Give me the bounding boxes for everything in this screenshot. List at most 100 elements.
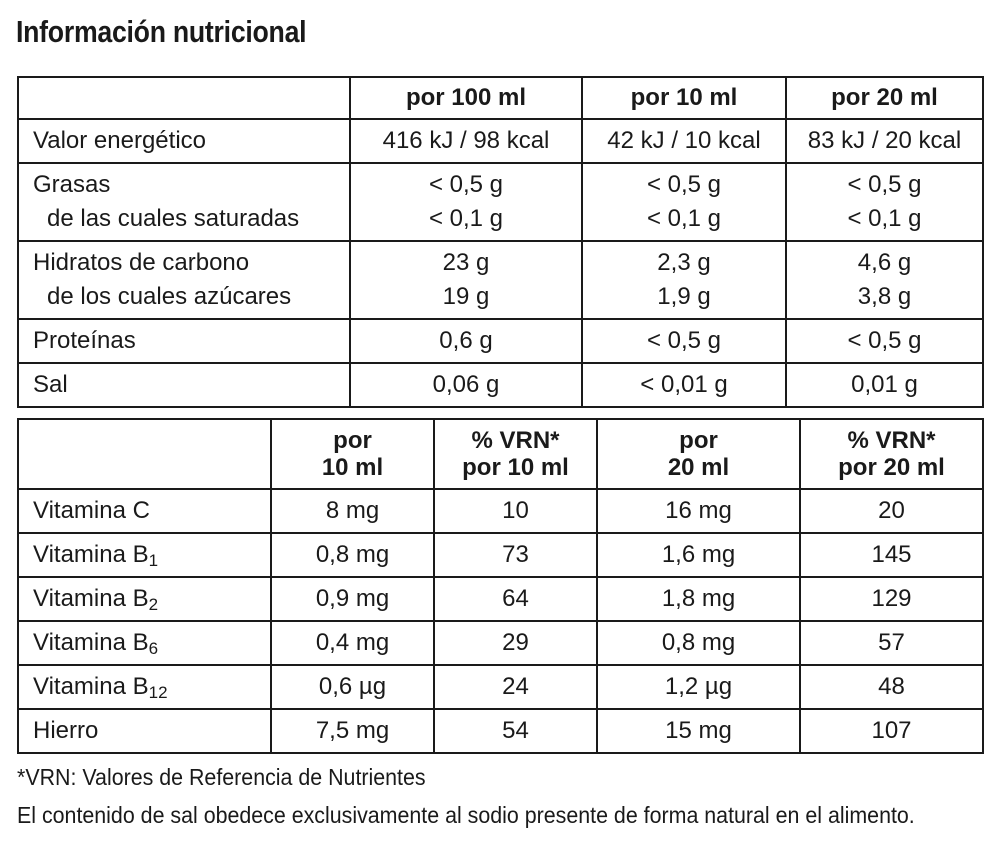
table-row: Vitamina C 8 mg 10 16 mg 20 [17, 488, 984, 534]
cell-value: 0,9 mg [270, 576, 435, 622]
cell-value: < 0,01 g [581, 362, 787, 408]
table-row: Hidratos de carbono de los cuales azúcar… [17, 240, 984, 320]
row-label-iron: Hierro [17, 708, 272, 754]
table-header-row: por 10 ml % VRN* por 10 ml por 20 ml % V… [17, 418, 984, 490]
table-row: Grasas de las cuales saturadas < 0,5 g <… [17, 162, 984, 242]
row-label-vitamin-b6: Vitamina B6 [17, 620, 272, 666]
cell-value: 0,06 g [349, 362, 583, 408]
cell-value: 0,8 mg [596, 620, 801, 666]
cell-value: 20 [799, 488, 984, 534]
cell-line: 1,9 g [657, 283, 711, 310]
cell-line: 19 g [442, 283, 490, 310]
cell-value: 8 mg [270, 488, 435, 534]
cell-value: 83 kJ / 20 kcal [785, 118, 984, 164]
cell-value: 1,6 mg [596, 532, 801, 578]
row-label-proteins: Proteínas [17, 318, 351, 364]
cell-value: 0,6 µg [270, 664, 435, 710]
cell-line: 4,6 g [857, 249, 912, 276]
cell-value: 23 g 19 g [349, 240, 583, 320]
row-label-main: Hidratos de carbono [33, 249, 250, 276]
header-per-10ml: por 10 ml [581, 76, 787, 120]
vitamin-subscript: 2 [148, 595, 159, 614]
cell-value: 107 [799, 708, 984, 754]
cell-line: < 0,5 g [847, 171, 922, 198]
cell-line: 23 g [442, 249, 490, 276]
header-line: por 20 ml [838, 454, 945, 481]
header-empty [17, 418, 272, 490]
header-line: % VRN* [847, 427, 936, 454]
header-per-10ml: por 10 ml [270, 418, 435, 490]
cell-value: 15 mg [596, 708, 801, 754]
cell-line: < 0,1 g [847, 205, 922, 232]
cell-value: < 0,5 g < 0,1 g [785, 162, 984, 242]
header-line: por [679, 427, 718, 454]
table-row: Hierro 7,5 mg 54 15 mg 107 [17, 708, 984, 754]
vitamin-name: Vitamina B [33, 673, 149, 700]
header-per-20ml: por 20 ml [785, 76, 984, 120]
footnote-salt: El contenido de sal obedece exclusivamen… [17, 802, 915, 828]
table-row: Vitamina B6 0,4 mg 29 0,8 mg 57 [17, 620, 984, 666]
table-row: Proteínas 0,6 g < 0,5 g < 0,5 g [17, 318, 984, 364]
cell-value: 4,6 g 3,8 g [785, 240, 984, 320]
vitamins-table: por 10 ml % VRN* por 10 ml por 20 ml % V… [17, 418, 984, 754]
cell-value: < 0,5 g < 0,1 g [581, 162, 787, 242]
table-row: Sal 0,06 g < 0,01 g 0,01 g [17, 362, 984, 408]
header-vrn-10ml: % VRN* por 10 ml [433, 418, 598, 490]
vitamin-subscript: 6 [148, 639, 159, 658]
header-line: por 10 ml [462, 454, 569, 481]
cell-value: 16 mg [596, 488, 801, 534]
cell-value: < 0,5 g [785, 318, 984, 364]
row-label-vitamin-b2: Vitamina B2 [17, 576, 272, 622]
cell-line: < 0,1 g [646, 205, 722, 232]
cell-value: < 0,5 g < 0,1 g [349, 162, 583, 242]
cell-value: 29 [433, 620, 598, 666]
cell-value: 129 [799, 576, 984, 622]
vitamin-name: Vitamina B [33, 585, 149, 612]
row-label-vitamin-c: Vitamina C [17, 488, 272, 534]
row-label-vitamin-b1: Vitamina B1 [17, 532, 272, 578]
cell-value: 48 [799, 664, 984, 710]
cell-value: 1,8 mg [596, 576, 801, 622]
cell-value: 416 kJ / 98 kcal [349, 118, 583, 164]
header-vrn-20ml: % VRN* por 20 ml [799, 418, 984, 490]
vitamin-subscript: 12 [148, 683, 168, 702]
vitamin-name: Vitamina B [33, 541, 149, 568]
cell-value: 0,6 g [349, 318, 583, 364]
cell-value: 64 [433, 576, 598, 622]
footnote-vrn: *VRN: Valores de Referencia de Nutriente… [17, 764, 426, 790]
vitamin-name: Vitamina B [33, 629, 149, 656]
page-title: Información nutricional [16, 14, 307, 49]
row-label-sub: de los cuales azúcares [47, 283, 292, 310]
vitamin-subscript: 1 [148, 551, 159, 570]
cell-value: 0,8 mg [270, 532, 435, 578]
row-label-carbs: Hidratos de carbono de los cuales azúcar… [17, 240, 351, 320]
table-row: Vitamina B1 0,8 mg 73 1,6 mg 145 [17, 532, 984, 578]
mineral-name: Hierro [33, 717, 99, 744]
header-line: 10 ml [321, 454, 384, 481]
table-row: Valor energético 416 kJ / 98 kcal 42 kJ … [17, 118, 984, 164]
row-label-fats: Grasas de las cuales saturadas [17, 162, 351, 242]
cell-value: 2,3 g 1,9 g [581, 240, 787, 320]
row-label-salt: Sal [17, 362, 351, 408]
cell-value: 57 [799, 620, 984, 666]
header-per-20ml: por 20 ml [596, 418, 801, 490]
cell-line: 3,8 g [857, 283, 912, 310]
cell-value: 24 [433, 664, 598, 710]
header-line: 20 ml [667, 454, 730, 481]
cell-line: < 0,5 g [646, 171, 722, 198]
row-label-vitamin-b12: Vitamina B12 [17, 664, 272, 710]
cell-value: 7,5 mg [270, 708, 435, 754]
nutrition-table: por 100 ml por 10 ml por 20 ml Valor ene… [17, 76, 984, 408]
cell-value: 10 [433, 488, 598, 534]
cell-value: 73 [433, 532, 598, 578]
header-empty [17, 76, 351, 120]
table-row: Vitamina B12 0,6 µg 24 1,2 µg 48 [17, 664, 984, 710]
header-per-100ml: por 100 ml [349, 76, 583, 120]
header-line: por [333, 427, 372, 454]
cell-value: 0,4 mg [270, 620, 435, 666]
cell-value: 42 kJ / 10 kcal [581, 118, 787, 164]
cell-line: < 0,1 g [428, 205, 504, 232]
cell-line: < 0,5 g [428, 171, 504, 198]
row-label-sub: de las cuales saturadas [47, 205, 300, 232]
vitamin-name: Vitamina C [33, 497, 150, 524]
